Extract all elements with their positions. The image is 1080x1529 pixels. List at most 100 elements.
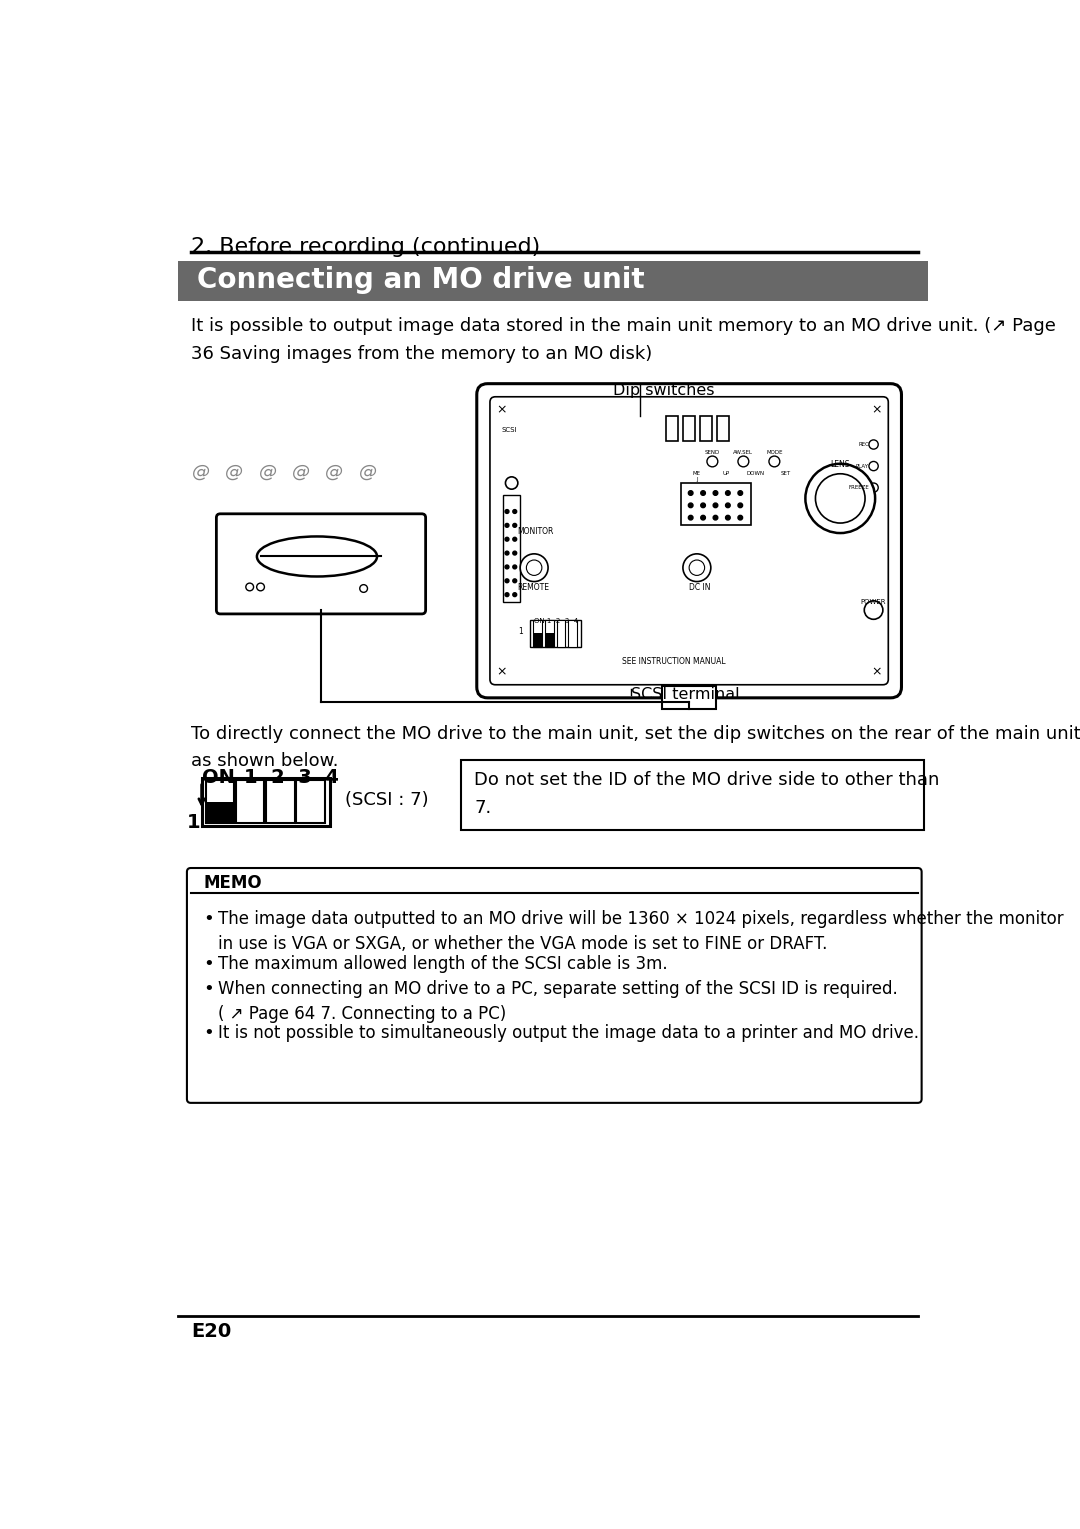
Text: ×: × [872,404,882,416]
Circle shape [688,503,693,508]
Text: •: • [203,1024,214,1043]
Text: Dip switches: Dip switches [613,382,715,398]
Circle shape [726,503,730,508]
Text: REMOTE: REMOTE [517,583,549,592]
Text: MONITOR: MONITOR [517,528,553,535]
Circle shape [707,456,718,466]
Text: 1: 1 [517,627,523,636]
Text: •: • [203,980,214,997]
Bar [534,633,542,647]
Text: (SCSI : 7): (SCSI : 7) [345,790,429,809]
Text: Connecting an MO drive unit: Connecting an MO drive unit [197,266,645,295]
FancyBboxPatch shape [476,384,902,697]
Circle shape [513,509,516,514]
Circle shape [521,553,548,581]
Circle shape [869,462,878,471]
Text: SEND: SEND [705,450,720,456]
Text: MODE: MODE [766,450,783,456]
Circle shape [505,523,509,528]
Circle shape [505,579,509,583]
Circle shape [726,491,730,495]
Ellipse shape [257,537,377,576]
Circle shape [246,583,254,590]
Text: It is not possible to simultaneously output the image data to a printer and MO d: It is not possible to simultaneously out… [218,1024,919,1043]
FancyBboxPatch shape [490,396,889,685]
Circle shape [505,509,509,514]
Circle shape [688,491,693,495]
Bar [296,780,325,823]
Text: The image data outputted to an MO drive will be 1360 × 1024 pixels, regardless w: The image data outputted to an MO drive … [218,910,1064,954]
Text: When connecting an MO drive to a PC, separate setting of the SCSI ID is required: When connecting an MO drive to a PC, sep… [218,980,897,1023]
Text: ×: × [497,404,507,416]
Bar [534,621,542,647]
Bar [503,494,521,602]
Circle shape [513,550,516,555]
Text: 1  2  3  4: 1 2 3 4 [243,768,338,787]
Bar [202,778,329,826]
Bar [460,760,924,830]
Text: ON: ON [202,768,234,787]
Text: @: @ [359,462,377,480]
Circle shape [815,474,865,523]
Text: SCSI terminal: SCSI terminal [631,687,740,702]
Text: POWER: POWER [861,598,887,604]
Text: FREEZE: FREEZE [848,485,869,491]
Circle shape [713,515,718,520]
Circle shape [713,491,718,495]
Bar [205,801,234,823]
FancyBboxPatch shape [187,868,921,1102]
FancyBboxPatch shape [216,514,426,615]
Circle shape [513,523,516,528]
Circle shape [505,537,509,541]
Circle shape [864,601,882,619]
Circle shape [738,515,743,520]
Text: UP: UP [723,471,730,477]
Circle shape [688,515,693,520]
Circle shape [713,503,718,508]
Text: PLAY: PLAY [856,463,869,468]
Circle shape [738,456,748,466]
Circle shape [701,491,705,495]
Bar [545,621,554,647]
Circle shape [360,584,367,592]
Circle shape [505,593,509,596]
Bar [205,780,234,823]
Bar [683,416,696,440]
Circle shape [513,579,516,583]
Circle shape [505,550,509,555]
Text: ON 1  2  3  4: ON 1 2 3 4 [535,618,578,624]
Circle shape [701,503,705,508]
Text: @: @ [192,462,210,480]
Text: DC IN: DC IN [689,583,711,592]
Circle shape [513,537,516,541]
Text: SEE INSTRUCTION MANUAL: SEE INSTRUCTION MANUAL [622,656,726,665]
Bar [700,416,713,440]
Text: ×: × [872,665,882,679]
Text: @: @ [325,462,343,480]
Text: REC: REC [858,442,869,446]
Text: @: @ [292,462,310,480]
Circle shape [505,477,517,489]
Text: It is possible to output image data stored in the main unit memory to an MO driv: It is possible to output image data stor… [191,318,1055,362]
Circle shape [869,483,878,492]
Bar [662,685,716,708]
Bar [266,780,295,823]
Circle shape [701,515,705,520]
Text: 2. Before recording (continued): 2. Before recording (continued) [191,237,540,257]
Bar [556,621,565,647]
Circle shape [806,463,875,534]
Text: AW.SEL: AW.SEL [733,450,754,456]
Circle shape [738,491,743,495]
Circle shape [769,456,780,466]
Text: @: @ [226,462,243,480]
Text: •: • [203,910,214,928]
Bar [681,483,751,526]
Text: To directly connect the MO drive to the main unit, set the dip switches on the r: To directly connect the MO drive to the … [191,725,1080,771]
Bar [717,416,729,440]
Circle shape [526,560,542,575]
Bar [177,261,928,301]
Text: DOWN: DOWN [746,471,765,477]
Text: •: • [203,956,214,972]
Text: E20: E20 [191,1323,231,1341]
Circle shape [869,440,878,450]
